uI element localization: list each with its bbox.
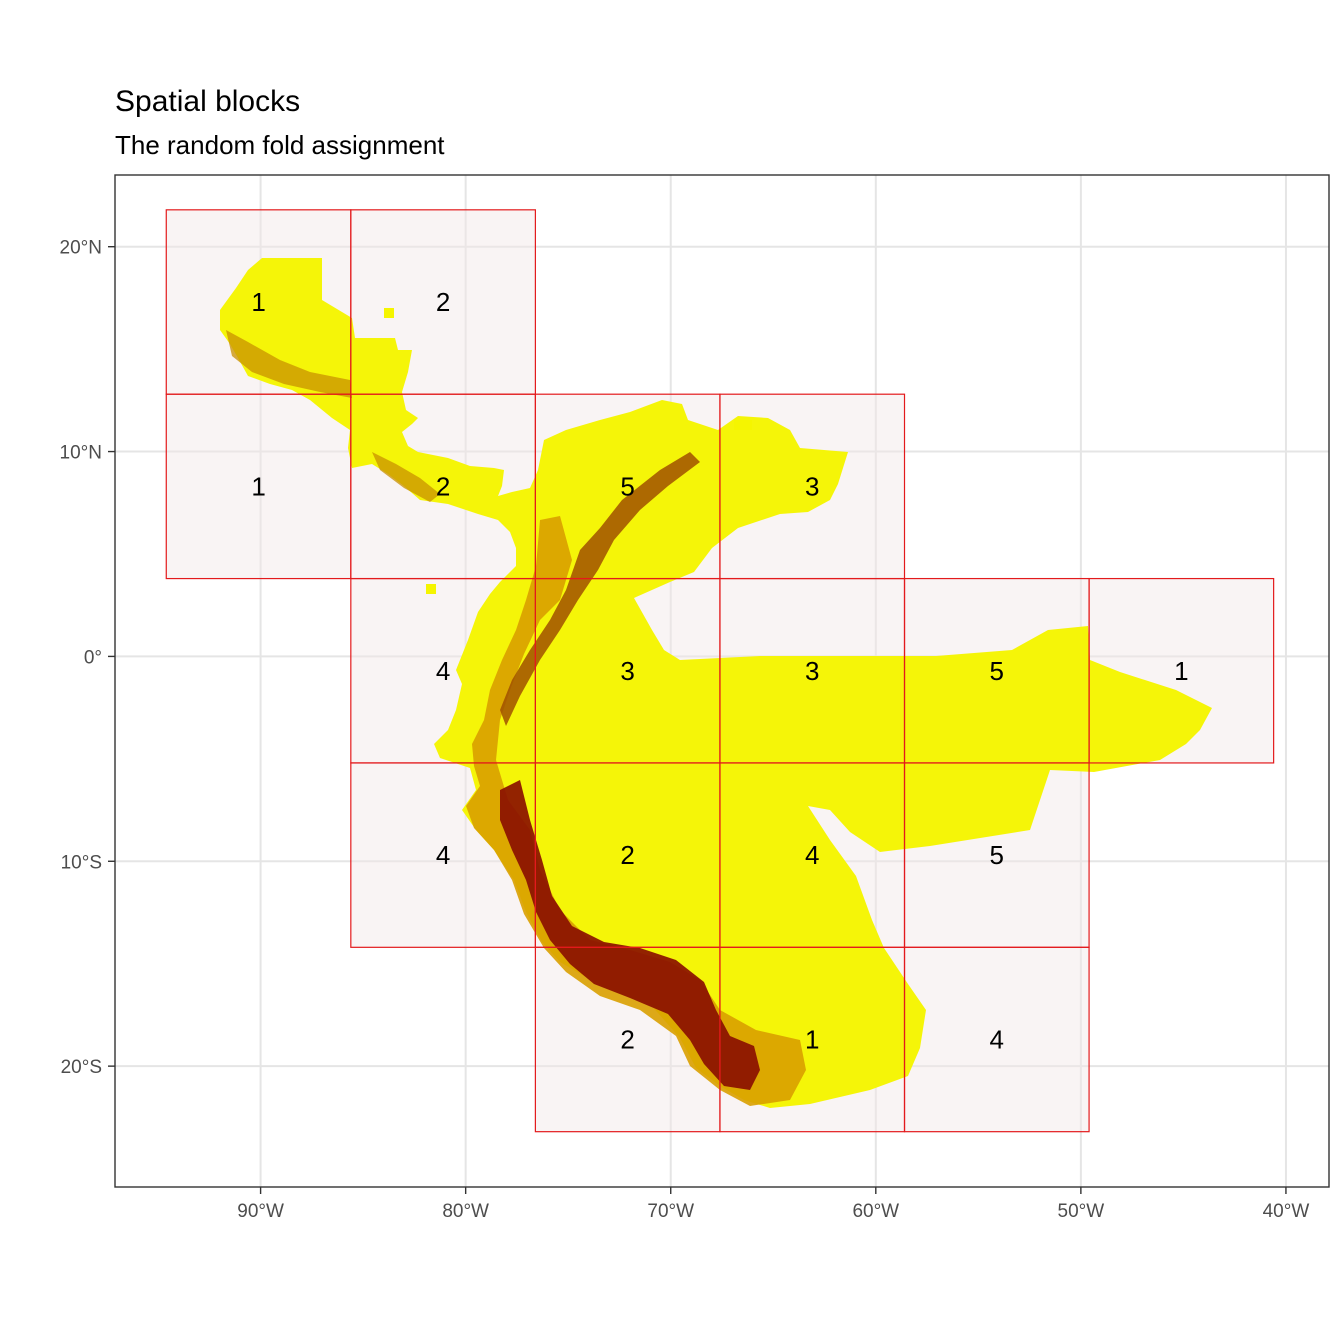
spatial-block (903, 946, 1090, 1133)
map-title: Spatial blocks (115, 85, 300, 118)
fold-label: 4 (805, 840, 819, 870)
x-tick-label: 90°W (237, 1201, 284, 1222)
fold-label: 5 (990, 840, 1004, 870)
fold-label: 1 (251, 471, 265, 501)
fold-label: 2 (620, 840, 634, 870)
x-tick-label: 50°W (1058, 1201, 1105, 1222)
spatial-block-fill (166, 394, 351, 579)
fold-label: 3 (805, 471, 819, 501)
fold-label: 3 (805, 656, 819, 686)
raster-land-mass (220, 258, 1212, 1108)
x-tick-label: 70°W (647, 1201, 694, 1222)
y-axis: 20°N 10°N 0° 10°S 20°S (60, 238, 115, 1078)
fold-label: 2 (436, 287, 450, 317)
fold-label: 1 (1174, 656, 1188, 686)
fold-label: 4 (436, 656, 450, 686)
fold-label: 5 (620, 471, 634, 501)
x-tick-label: 60°W (852, 1201, 899, 1222)
fold-label: 2 (436, 471, 450, 501)
fold-label: 4 (990, 1025, 1004, 1055)
y-tick-label: 20°N (60, 238, 102, 259)
fold-label: 1 (805, 1025, 819, 1055)
raster-central-america-ridge (226, 330, 440, 502)
raster-high-peaks (500, 780, 760, 1090)
spatial-block (1088, 577, 1275, 764)
fold-label: 1 (251, 287, 265, 317)
spatial-block-fill (904, 947, 1090, 1132)
map-panel-border (114, 174, 1330, 1188)
fold-label: 3 (620, 656, 634, 686)
y-tick-label: 10°N (60, 443, 102, 464)
fold-label: 2 (620, 1025, 634, 1055)
y-tick-label: 20°S (61, 1057, 102, 1078)
x-axis: 90°W 80°W 70°W 60°W 50°W 40°W (237, 1187, 1309, 1222)
x-tick-label: 40°W (1263, 1201, 1310, 1222)
fold-labels: 1 2 1 2 5 3 4 3 3 5 1 4 2 4 5 2 1 4 (251, 287, 1188, 1054)
map-subtitle: The random fold assignment (115, 130, 445, 160)
fold-label: 4 (436, 840, 450, 870)
elevation-raster (220, 258, 1212, 1108)
raster-islet (734, 420, 752, 430)
fold-label: 5 (990, 656, 1004, 686)
y-tick-label: 10°S (61, 852, 102, 873)
raster-islet (384, 308, 394, 318)
spatial-block-outlines (165, 209, 1275, 1133)
x-tick-label: 80°W (442, 1201, 489, 1222)
raster-islet (426, 584, 436, 594)
y-tick-label: 0° (84, 647, 102, 668)
